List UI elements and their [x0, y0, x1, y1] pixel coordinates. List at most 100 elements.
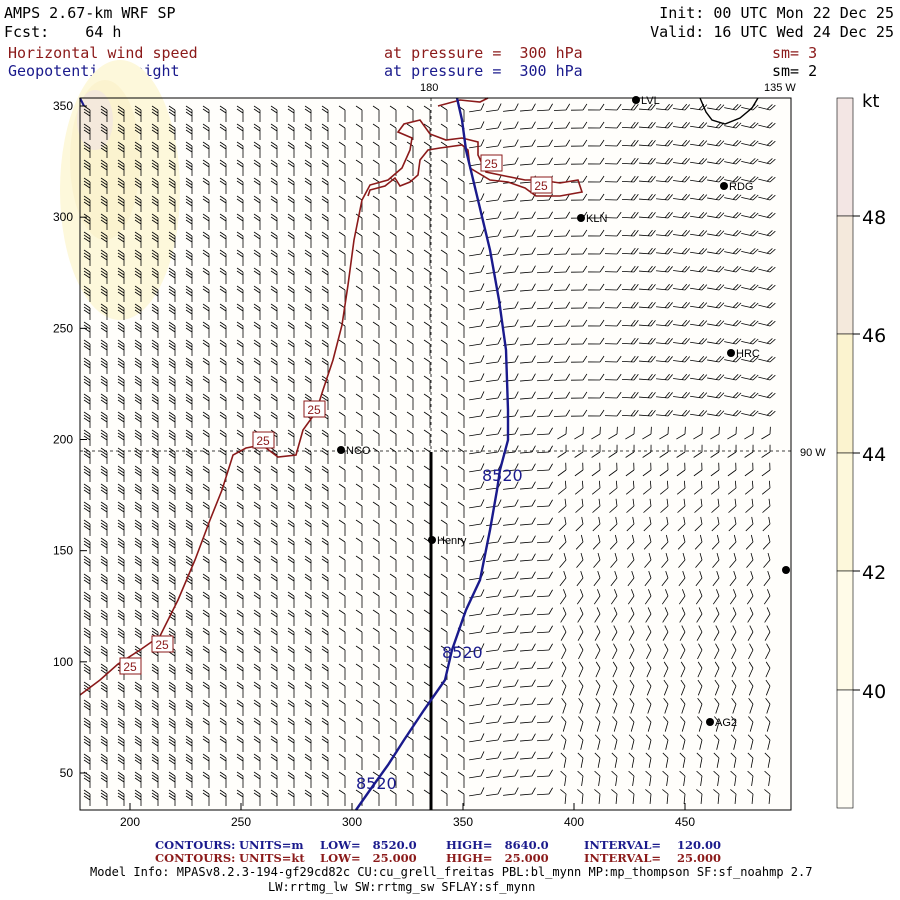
wind-barb	[621, 319, 639, 327]
wind-barb	[486, 427, 502, 437]
wind-barb	[553, 409, 571, 417]
wind-barb	[553, 337, 571, 345]
wind-barb	[185, 537, 193, 554]
wind-barb	[338, 537, 346, 554]
wind-barb	[440, 123, 448, 140]
wind-barb	[338, 213, 346, 230]
wind-barb	[520, 697, 536, 706]
wind-barb	[457, 591, 465, 608]
wind-contour-label: 25	[256, 434, 270, 448]
wind-barb	[713, 625, 720, 641]
wind-barb	[714, 679, 720, 696]
wind-barb	[423, 105, 431, 122]
wind-barb	[117, 753, 125, 770]
wind-barb	[236, 627, 244, 644]
wind-barb	[591, 444, 601, 458]
wind-barb	[561, 679, 567, 696]
wind-barb	[151, 717, 159, 734]
wind-barb	[304, 519, 312, 536]
wind-barb	[676, 462, 686, 477]
wind-barb	[610, 571, 618, 587]
wind-barb	[553, 103, 571, 111]
wind-barb	[338, 159, 346, 176]
wind-barb	[724, 284, 742, 291]
wind-barb	[696, 770, 703, 786]
wind-barb	[287, 483, 295, 500]
wind-barb	[168, 753, 176, 770]
wind-barb	[730, 607, 737, 623]
wind-barb	[168, 267, 176, 284]
wind-barb	[604, 157, 622, 165]
wind-barb	[287, 555, 295, 572]
wind-barb	[287, 735, 295, 752]
wind-barb	[406, 609, 414, 626]
wind-barb	[338, 699, 346, 716]
wind-barb	[457, 321, 465, 338]
wind-barb	[270, 645, 278, 662]
wind-barb	[469, 481, 485, 491]
wind-barb	[758, 356, 776, 363]
meridian-180-label: 180	[420, 82, 438, 94]
wind-barb	[151, 249, 159, 266]
wind-barb	[469, 751, 485, 761]
wind-barb	[423, 213, 431, 230]
wind-barb	[758, 140, 776, 147]
wind-barb	[503, 157, 519, 166]
wind-barb	[253, 699, 261, 716]
wind-barb	[100, 609, 108, 626]
wind-barb	[690, 265, 708, 273]
wind-barb	[677, 498, 686, 513]
wind-barb	[690, 301, 708, 309]
wind-barb	[134, 231, 142, 248]
wind-barb	[117, 159, 125, 176]
wind-barb	[287, 339, 295, 356]
wind-barb	[202, 231, 210, 248]
wind-barb	[503, 499, 519, 508]
wind-barb	[134, 789, 142, 806]
wind-barb	[612, 643, 618, 660]
wind-barb	[100, 447, 108, 464]
wind-barb	[389, 141, 397, 158]
wind-barb	[219, 573, 227, 590]
wind-barb	[253, 159, 261, 176]
wind-barb	[304, 681, 312, 698]
wind-barb	[536, 607, 553, 616]
wind-barb	[457, 357, 465, 374]
wind-barb	[304, 429, 312, 446]
wind-barb	[202, 717, 210, 734]
wind-barb	[604, 301, 622, 309]
wind-barb	[536, 517, 553, 526]
wind-barb	[663, 698, 669, 714]
wind-barb	[168, 303, 176, 320]
wind-barb	[656, 103, 673, 111]
wind-barb	[304, 609, 312, 626]
wind-barb	[219, 213, 227, 230]
wind-barb	[304, 321, 312, 338]
wind-barb	[587, 283, 605, 291]
wind-speed-contour	[79, 119, 584, 696]
station-label: KLN	[586, 213, 607, 225]
wind-barb	[253, 771, 261, 788]
wind-barb	[83, 501, 91, 518]
wind-barb	[304, 699, 312, 716]
wind-barb	[253, 555, 261, 572]
wind-barb	[645, 607, 652, 623]
wind-barb	[134, 303, 142, 320]
wind-barb	[134, 375, 142, 392]
wind-barb	[469, 409, 485, 419]
wind-barb	[503, 553, 519, 562]
colorbar-label: 44	[862, 444, 886, 466]
wind-barb	[457, 411, 465, 428]
wind-barb	[202, 483, 210, 500]
wind-barb	[440, 627, 448, 644]
wind-barb	[202, 213, 210, 230]
wind-barb	[168, 285, 176, 302]
wind-barb	[151, 159, 159, 176]
wind-barb	[656, 337, 673, 345]
wind-barb	[748, 679, 754, 696]
wind-barb	[520, 391, 536, 400]
wind-barb	[287, 591, 295, 608]
wind-barb	[304, 285, 312, 302]
wind-barb	[219, 267, 227, 284]
wind-barb	[270, 663, 278, 680]
